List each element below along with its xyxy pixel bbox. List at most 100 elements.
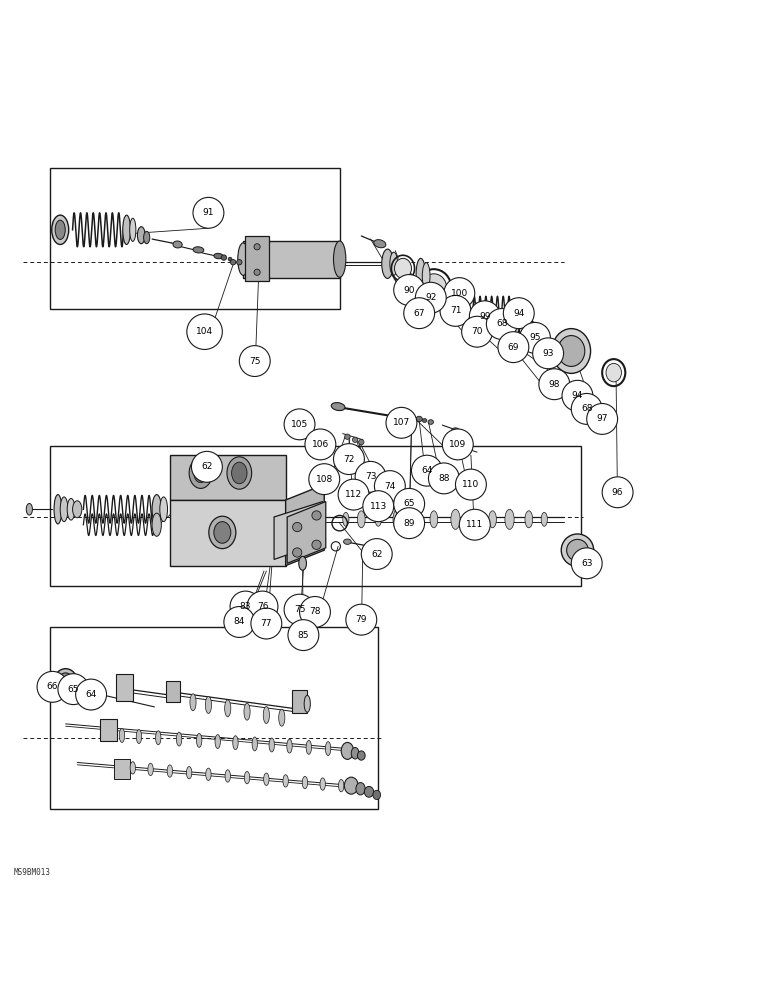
Ellipse shape <box>462 446 472 454</box>
Circle shape <box>355 461 386 492</box>
Polygon shape <box>170 500 286 566</box>
Ellipse shape <box>263 707 269 724</box>
Ellipse shape <box>290 412 300 426</box>
Ellipse shape <box>173 241 182 248</box>
Ellipse shape <box>351 747 359 759</box>
Text: 84: 84 <box>234 617 245 626</box>
Bar <box>166 681 180 702</box>
Circle shape <box>361 539 392 569</box>
Ellipse shape <box>130 218 136 241</box>
Circle shape <box>247 591 278 622</box>
Ellipse shape <box>208 516 235 549</box>
Text: 64: 64 <box>86 690 96 699</box>
Ellipse shape <box>552 329 591 373</box>
Text: 113: 113 <box>370 502 387 511</box>
Ellipse shape <box>236 260 242 265</box>
Text: 85: 85 <box>298 631 309 640</box>
Text: 73: 73 <box>365 472 376 481</box>
Ellipse shape <box>393 509 402 529</box>
Ellipse shape <box>205 696 212 713</box>
Ellipse shape <box>279 709 285 726</box>
Ellipse shape <box>320 778 325 790</box>
Ellipse shape <box>404 414 410 418</box>
Ellipse shape <box>269 738 275 752</box>
Text: 66: 66 <box>47 682 58 691</box>
Ellipse shape <box>214 522 231 543</box>
Ellipse shape <box>343 512 349 526</box>
Ellipse shape <box>77 683 85 690</box>
Ellipse shape <box>357 751 365 760</box>
Circle shape <box>415 282 446 313</box>
Text: 68: 68 <box>581 404 592 413</box>
Circle shape <box>76 679 107 710</box>
Text: 94: 94 <box>513 309 524 318</box>
Ellipse shape <box>381 249 393 278</box>
Text: 76: 76 <box>257 602 268 611</box>
Text: 99: 99 <box>479 312 490 321</box>
Ellipse shape <box>119 729 124 742</box>
Text: 100: 100 <box>451 289 468 298</box>
Text: 95: 95 <box>530 333 540 342</box>
Ellipse shape <box>228 257 232 261</box>
Text: 65: 65 <box>404 499 415 508</box>
Circle shape <box>230 591 261 622</box>
Polygon shape <box>243 241 340 278</box>
Ellipse shape <box>344 434 350 439</box>
Text: 77: 77 <box>261 619 272 628</box>
Circle shape <box>334 444 364 475</box>
Ellipse shape <box>58 673 73 690</box>
Ellipse shape <box>567 539 588 561</box>
Text: 107: 107 <box>393 418 410 427</box>
Ellipse shape <box>227 457 252 489</box>
Ellipse shape <box>225 700 231 717</box>
Ellipse shape <box>283 775 288 787</box>
Text: 64: 64 <box>422 466 432 475</box>
Circle shape <box>187 314 222 349</box>
Text: 70: 70 <box>472 327 482 336</box>
Ellipse shape <box>54 669 77 694</box>
Ellipse shape <box>471 511 479 528</box>
Text: 62: 62 <box>201 462 212 471</box>
Ellipse shape <box>416 416 422 422</box>
Circle shape <box>284 594 315 625</box>
Circle shape <box>309 464 340 495</box>
Ellipse shape <box>232 736 238 750</box>
Ellipse shape <box>325 742 330 756</box>
Text: 75: 75 <box>249 357 260 366</box>
Circle shape <box>288 620 319 651</box>
Bar <box>116 674 133 701</box>
Polygon shape <box>287 502 326 563</box>
Ellipse shape <box>357 511 365 528</box>
Polygon shape <box>286 485 324 566</box>
Ellipse shape <box>254 269 260 275</box>
Ellipse shape <box>341 742 354 759</box>
Circle shape <box>503 298 534 329</box>
Circle shape <box>338 479 369 510</box>
Ellipse shape <box>428 420 434 424</box>
Ellipse shape <box>73 501 82 518</box>
Circle shape <box>300 596 330 627</box>
Circle shape <box>520 322 550 353</box>
Ellipse shape <box>136 730 141 743</box>
Ellipse shape <box>394 414 403 421</box>
Ellipse shape <box>186 767 191 779</box>
Circle shape <box>58 674 89 705</box>
Ellipse shape <box>299 556 306 570</box>
Text: 71: 71 <box>450 306 461 315</box>
Text: 94: 94 <box>572 391 583 400</box>
Text: 98: 98 <box>549 380 560 389</box>
Ellipse shape <box>557 336 584 366</box>
Ellipse shape <box>394 258 411 278</box>
Ellipse shape <box>167 765 172 777</box>
Text: 88: 88 <box>438 474 449 483</box>
Ellipse shape <box>189 458 212 488</box>
Circle shape <box>539 369 570 400</box>
Circle shape <box>394 508 425 539</box>
Ellipse shape <box>451 509 460 529</box>
Ellipse shape <box>225 770 230 782</box>
Ellipse shape <box>244 771 249 784</box>
Ellipse shape <box>505 509 514 529</box>
Circle shape <box>442 429 473 460</box>
Circle shape <box>374 471 405 502</box>
Text: 104: 104 <box>196 327 213 336</box>
